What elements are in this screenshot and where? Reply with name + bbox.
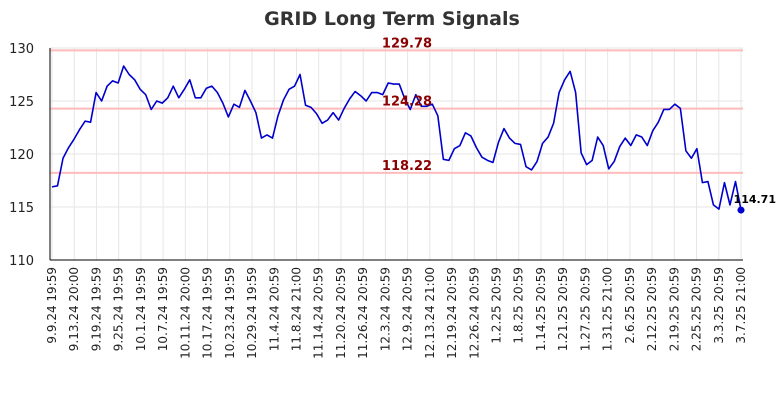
x-tick-label: 1.27.25 20:59	[578, 267, 592, 351]
x-tick-label: 1.31.25 21:00	[601, 267, 615, 351]
x-tick-label: 2.12.25 20:59	[645, 267, 659, 351]
x-tick-label: 11.26.24 20:59	[356, 267, 370, 359]
x-tick-label: 10.7.24 19:59	[156, 267, 170, 351]
x-tick-label: 1.14.25 20:59	[534, 267, 548, 351]
x-tick-label: 10.23.24 19:59	[223, 267, 237, 359]
reference-label: 129.78	[382, 36, 432, 51]
series	[51, 65, 745, 214]
labels: 110 115 120 125 130 9.9.24 19:59 9.13.24 20:00…	[9, 36, 776, 359]
y-tick-label: 110	[9, 254, 34, 269]
x-tick-label: 2.19.25 20:59	[667, 267, 681, 351]
x-tick-label: 12.13.24 21:00	[423, 267, 437, 359]
reference-label: 124.28	[382, 95, 432, 110]
x-tick-label: 3.3.25 20:59	[712, 267, 726, 344]
reference-label: 118.22	[382, 159, 432, 174]
x-tick-label: 10.17.24 19:59	[201, 267, 215, 359]
y-tick-label: 130	[9, 42, 34, 57]
x-tick-label: 2.25.25 20:59	[690, 267, 704, 351]
x-tick-label: 10.1.24 19:59	[134, 267, 148, 351]
x-tick-label: 9.25.24 19:59	[112, 267, 126, 351]
y-tick-label: 120	[9, 148, 34, 163]
last-value-label: 114.71	[734, 193, 776, 206]
x-tick-label: 9.19.24 19:59	[89, 267, 103, 351]
grid	[50, 47, 743, 261]
x-tick-label: 11.4.24 20:59	[267, 267, 281, 351]
x-tick-label: 1.2.25 20:59	[490, 267, 504, 344]
x-tick-label: 12.19.24 20:59	[445, 267, 459, 359]
x-tick-label: 12.26.24 20:59	[467, 267, 481, 359]
x-tick-label: 9.9.24 19:59	[45, 267, 59, 344]
x-tick-label: 3.7.25 21:00	[734, 267, 748, 344]
axes	[49, 48, 743, 261]
x-tick-label: 10.11.24 20:00	[178, 267, 192, 359]
chart-title: GRID Long Term Signals	[264, 8, 520, 30]
last-value-marker	[737, 206, 745, 214]
x-tick-label: 10.29.24 19:59	[245, 267, 259, 359]
y-tick-label: 125	[9, 95, 34, 110]
x-tick-label: 11.20.24 20:59	[334, 267, 348, 359]
x-tick-label: 2.6.25 20:59	[623, 267, 637, 344]
reference-lines	[50, 49, 743, 174]
x-tick-label: 1.21.25 20:59	[556, 267, 570, 351]
x-tick-label: 1.8.25 20:59	[512, 267, 526, 344]
x-tick-label: 12.9.24 20:59	[401, 267, 415, 351]
x-tick-label: 9.13.24 20:00	[67, 267, 81, 351]
x-tick-label: 12.3.24 20:59	[378, 267, 392, 351]
y-tick-label: 115	[9, 201, 34, 216]
x-tick-label: 11.8.24 21:00	[289, 267, 303, 351]
series-line	[51, 65, 742, 211]
x-tick-label: 11.14.24 20:59	[312, 267, 326, 359]
